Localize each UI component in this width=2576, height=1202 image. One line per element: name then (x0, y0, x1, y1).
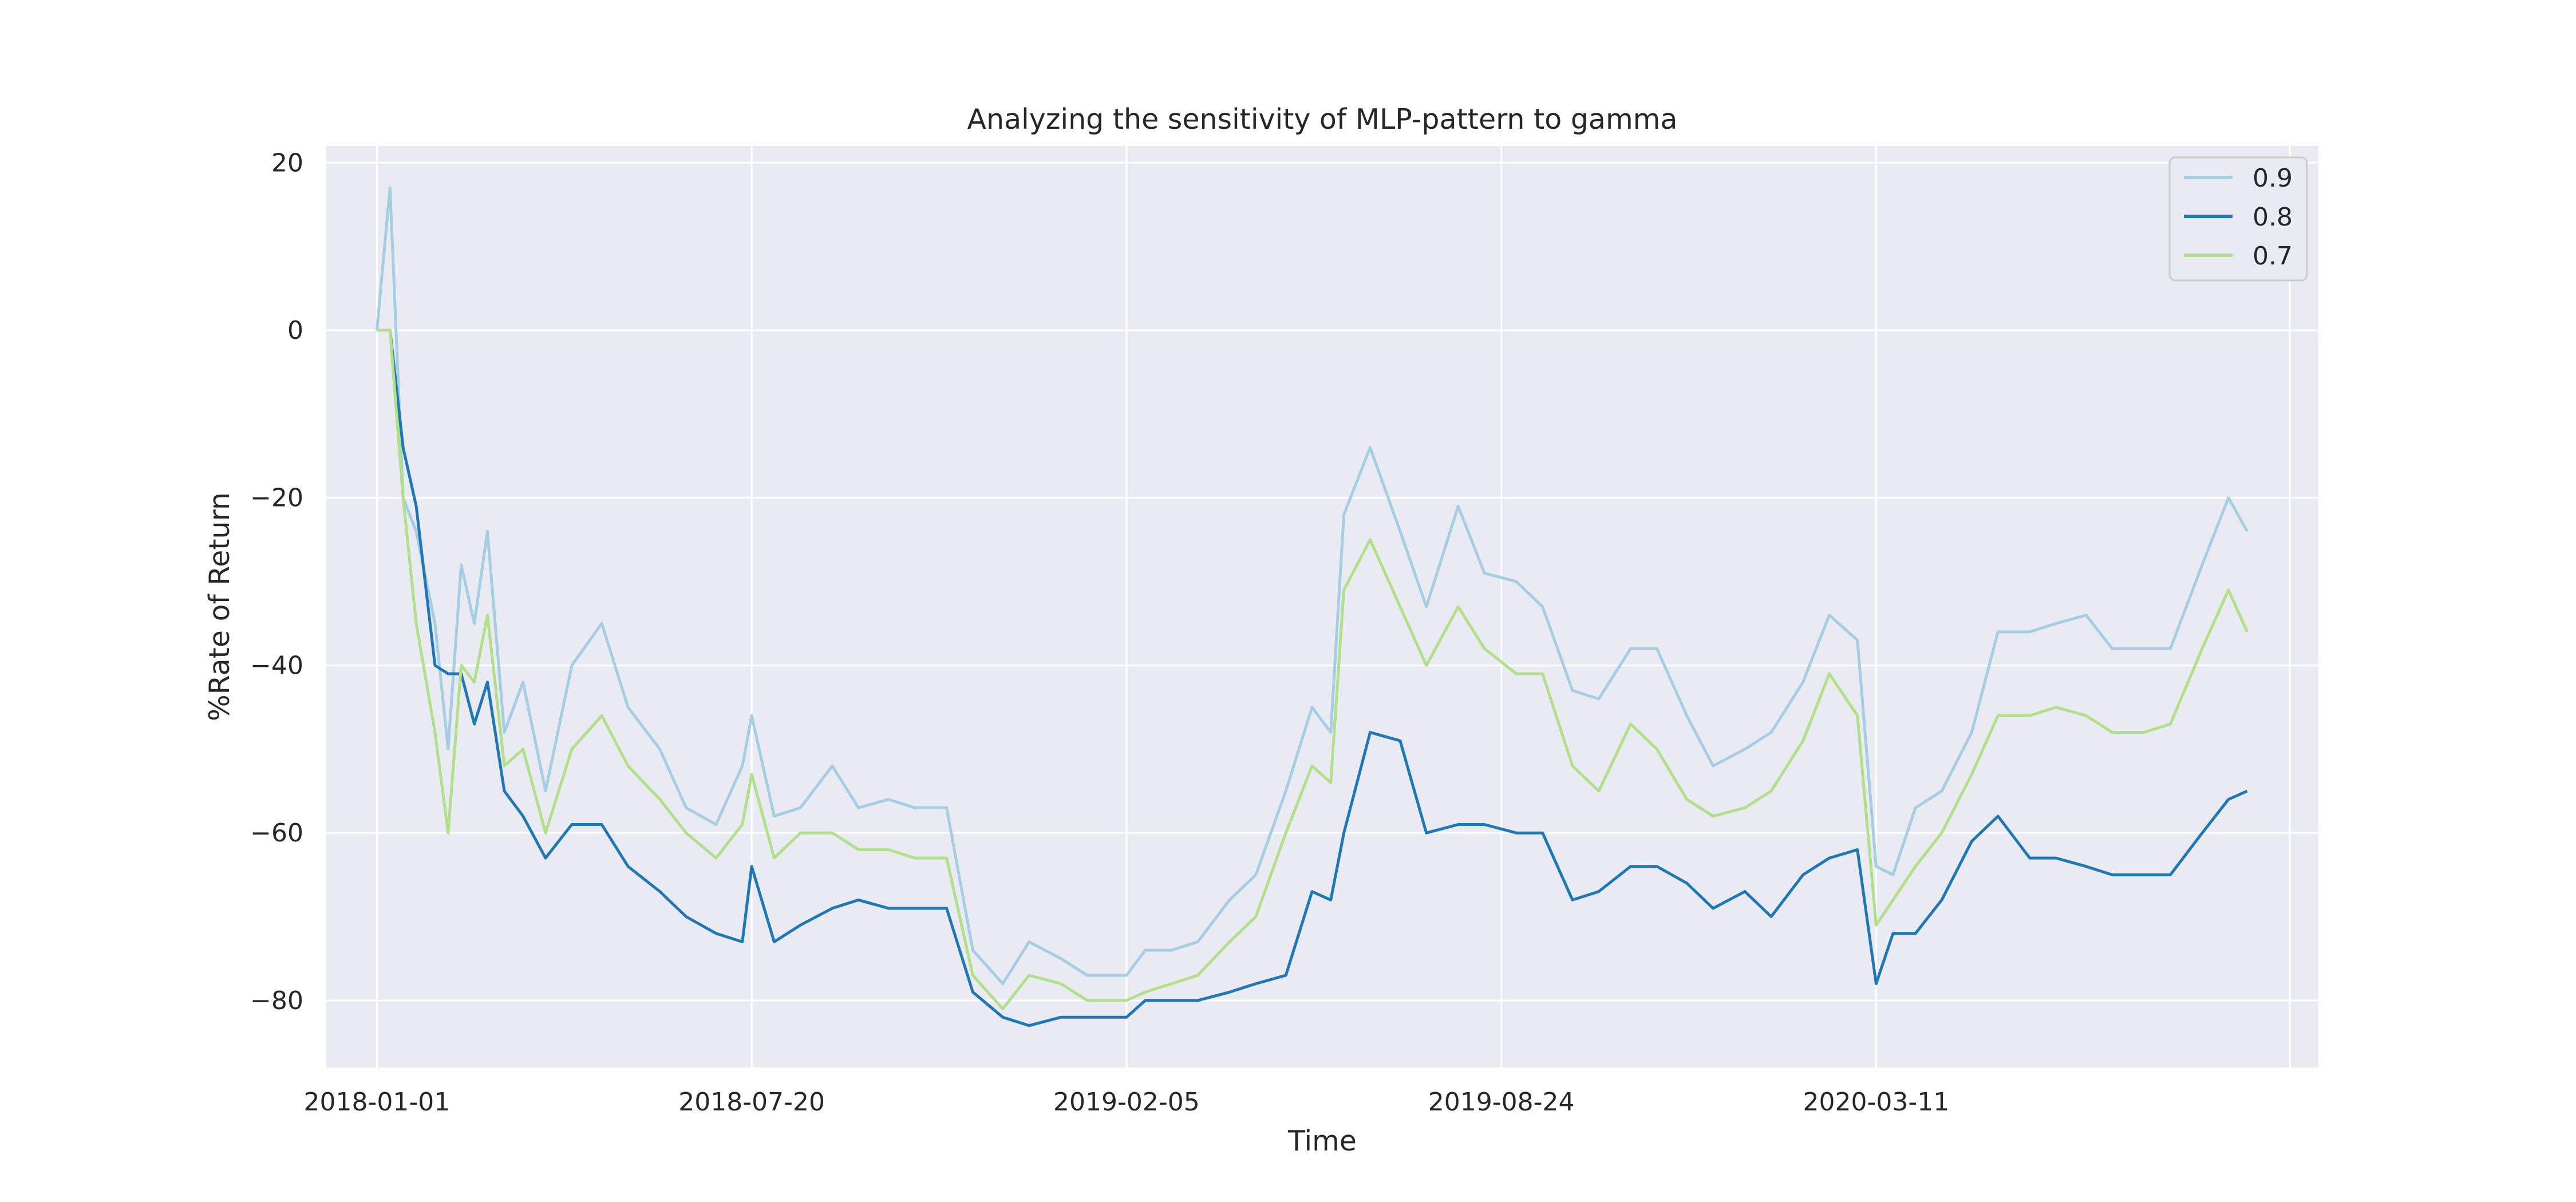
series-line-0-7 (377, 329, 2249, 1010)
series-lines (375, 186, 2249, 1027)
series-line-0-8 (377, 329, 2248, 1027)
plot-background (326, 146, 2318, 1067)
legend-label: 0.9 (2253, 164, 2293, 193)
legend: 0.9 0.8 0.7 (2168, 156, 2308, 282)
legend-label: 0.8 (2253, 203, 2293, 232)
x-tick-label: 2019-02-05 (1053, 1088, 1200, 1117)
x-tick-label: 2018-01-01 (304, 1088, 451, 1117)
y-tick-label: −80 (250, 986, 303, 1015)
y-axis-label: %Rate of Return (203, 492, 236, 721)
y-tick-label: 20 (271, 148, 303, 177)
x-axis-tick-labels: 2018-01-01 2018-07-20 2019-02-05 2019-08-24… (304, 1088, 1950, 1117)
y-axis-tick-labels: 20 0 −20 −40 −60 −80 (250, 148, 303, 1015)
y-tick-label: −40 (250, 651, 303, 680)
x-tick-label: 2019-08-24 (1428, 1088, 1575, 1117)
y-tick-label: −60 (250, 819, 303, 848)
y-tick-label: −20 (250, 484, 303, 513)
gridlines (326, 146, 2318, 1067)
series-line-0-9 (375, 186, 2249, 986)
x-axis-label: Time (1287, 1125, 1357, 1157)
legend-box (2168, 156, 2308, 282)
y-tick-label: 0 (287, 316, 303, 345)
legend-label: 0.7 (2253, 242, 2293, 271)
x-tick-label: 2020-03-11 (1803, 1088, 1950, 1117)
chart-title: Analyzing the sensitivity of MLP-pattern… (967, 103, 1678, 136)
x-tick-label: 2018-07-20 (678, 1088, 825, 1117)
